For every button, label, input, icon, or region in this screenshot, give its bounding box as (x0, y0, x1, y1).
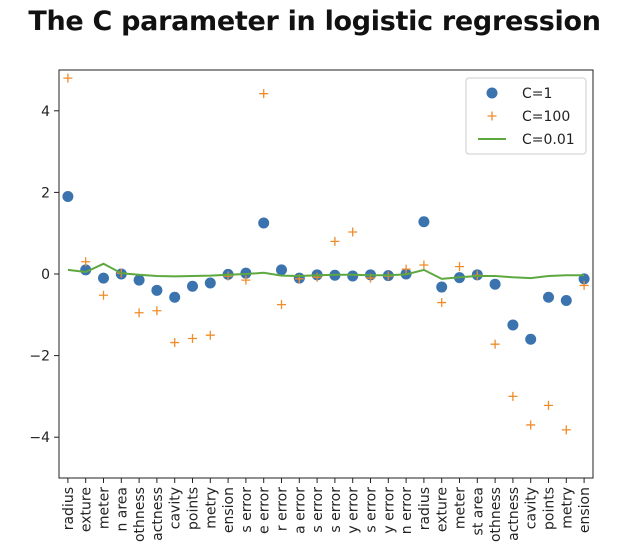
x-tick-label: y error (381, 487, 397, 534)
x-tick-label: meter (97, 487, 113, 529)
x-tick-label: y error (346, 487, 362, 534)
data-point (63, 73, 73, 83)
legend-label: C=0.01 (522, 132, 575, 148)
data-point (455, 262, 464, 272)
chart-title: The C parameter in logistic regression (28, 6, 601, 37)
data-point (401, 264, 411, 274)
x-tick-label: st area (470, 487, 486, 535)
data-point (507, 319, 519, 331)
y-tick-label: 4 (41, 104, 50, 120)
x-tick-label: a error (292, 487, 308, 534)
x-tick-label: s error (328, 487, 344, 533)
data-point (525, 333, 537, 345)
data-point (259, 89, 269, 99)
y-tick-label: −2 (29, 349, 50, 365)
series-C=1 (62, 190, 590, 345)
x-tick-label: points (186, 487, 202, 530)
legend-label: C=1 (522, 86, 552, 102)
legend-marker (486, 87, 498, 99)
data-point (62, 190, 74, 202)
x-tick-label: actness (506, 487, 522, 541)
legend: C=1 C=100 C=0.01 (465, 77, 587, 155)
x-tick-label: radius (417, 487, 433, 530)
data-point (543, 291, 554, 303)
x-tick-label: points (542, 487, 558, 530)
data-point (560, 295, 572, 307)
x-tick-label: cavity (168, 487, 184, 529)
data-point (277, 300, 286, 310)
series-layer (62, 73, 590, 435)
x-tick-label: exture (79, 487, 95, 532)
data-point (544, 400, 553, 410)
x-tick-label: radius (61, 487, 77, 530)
x-tick-label: metry (203, 487, 219, 529)
data-point (561, 425, 571, 435)
x-tick-label: s error (364, 487, 380, 533)
x-tick-label: actness (150, 487, 166, 541)
data-point (347, 270, 359, 282)
data-point (418, 216, 430, 228)
data-point (526, 420, 536, 430)
x-tick-label: othness (132, 487, 148, 542)
data-point (490, 339, 500, 349)
y-tick-label: −4 (29, 430, 50, 446)
data-point (436, 281, 448, 293)
x-tick-label: othness (488, 487, 504, 542)
x-tick-label: ension (221, 487, 237, 533)
data-point (152, 306, 162, 316)
data-point (258, 217, 270, 229)
data-point (579, 280, 589, 290)
data-point (204, 277, 216, 289)
data-point (330, 236, 340, 246)
y-tick-label: 2 (41, 185, 50, 201)
data-point (489, 278, 501, 290)
x-tick-label: n error (399, 487, 415, 534)
x-tick-label: s error (239, 487, 255, 533)
y-axis: −4 −2 0 2 4 (29, 104, 59, 446)
x-tick-label: metry (559, 487, 575, 529)
data-point (81, 257, 91, 267)
series-C=0.01 (67, 262, 585, 280)
x-tick-label: r error (275, 487, 291, 531)
x-tick-label: e error (257, 487, 273, 534)
x-tick-label: ension (577, 487, 593, 533)
legend-marker (487, 111, 497, 121)
data-point (98, 272, 109, 284)
data-point (133, 274, 145, 286)
data-point (188, 333, 197, 343)
data-point (170, 338, 180, 348)
data-point (241, 275, 251, 285)
data-point (223, 271, 233, 281)
data-point (151, 284, 163, 296)
x-tick-label: cavity (524, 487, 540, 529)
data-point (205, 330, 215, 340)
data-point (187, 280, 198, 292)
x-tick-label: exture (435, 487, 451, 532)
x-tick-label: n area (114, 487, 130, 532)
data-point (276, 264, 287, 276)
data-point (134, 308, 144, 318)
x-tick-label: meter (453, 487, 469, 529)
x-axis: radius exture meter n area othness actness cav… (61, 478, 593, 542)
y-tick-label: 0 (41, 267, 50, 283)
data-point (169, 291, 181, 303)
legend-box (465, 77, 587, 155)
data-point (508, 391, 518, 401)
series-line (67, 262, 585, 280)
x-tick-label: s error (310, 487, 326, 533)
data-point (99, 290, 108, 300)
data-point (348, 227, 358, 237)
legend-label: C=100 (522, 109, 570, 125)
data-point (419, 260, 429, 270)
data-point (437, 298, 447, 308)
